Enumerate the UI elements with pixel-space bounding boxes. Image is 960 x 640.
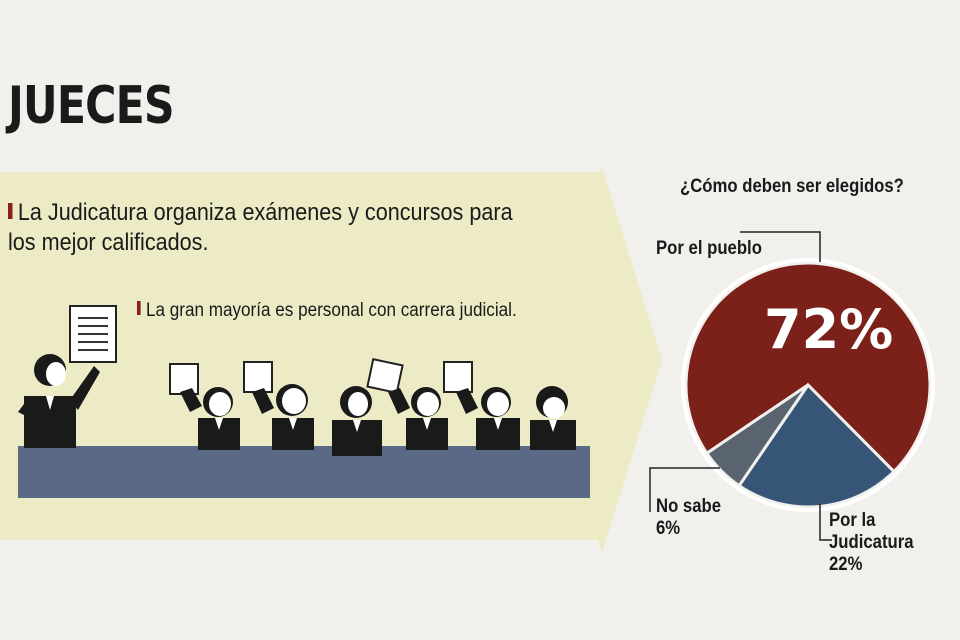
judge-4 [366, 358, 448, 450]
page-title: JUECES [8, 76, 175, 136]
bullet-text-2: La gran mayoría es personal con carrera … [146, 300, 517, 321]
chart-title: ¿Cómo deben ser elegidos? [680, 176, 904, 197]
bullet-judicatura: La Judicatura organiza exámenes y concur… [8, 198, 539, 258]
judicatura-pct: 22% [829, 554, 863, 575]
bullet-marker [8, 203, 13, 219]
judge-2 [243, 361, 314, 450]
pie-label-pueblo-pct: 72% [764, 298, 894, 361]
judicatura-name-1: Por la [829, 510, 876, 531]
judge-3 [332, 386, 382, 456]
nosabe-name: No sabe [656, 496, 722, 517]
pie-label-nosabe: No sabe 6% [656, 496, 721, 540]
presenter-figure [18, 305, 117, 448]
pie-label-judicatura: Por la Judicatura 22% [829, 510, 914, 576]
bullet-marker [137, 301, 141, 315]
pie-label-pueblo: Por el pueblo [656, 238, 762, 259]
judge-1 [169, 363, 240, 450]
nosabe-pct: 6% [656, 518, 681, 539]
judge-5 [443, 361, 520, 450]
judge-6 [530, 386, 576, 450]
bullet-carrera: La gran mayoría es personal con carrera … [137, 298, 587, 324]
judges-table [18, 446, 590, 498]
bullet-text-1: La Judicatura organiza exámenes y concur… [8, 199, 513, 256]
judicatura-name-2: Judicatura [829, 532, 914, 553]
